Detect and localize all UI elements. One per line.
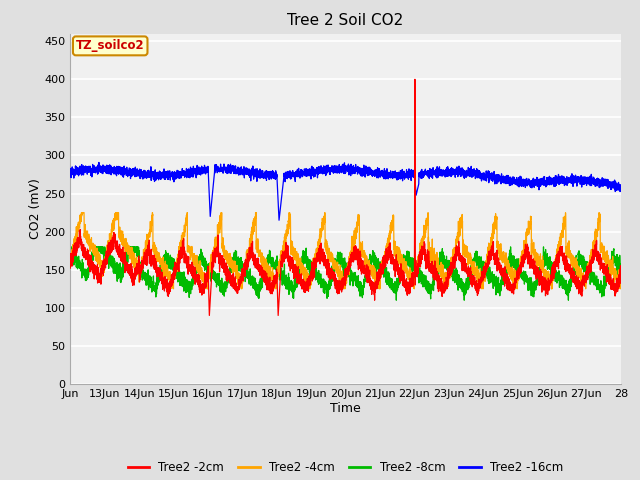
Legend: Tree2 -2cm, Tree2 -4cm, Tree2 -8cm, Tree2 -16cm: Tree2 -2cm, Tree2 -4cm, Tree2 -8cm, Tree… — [123, 456, 568, 479]
Title: Tree 2 Soil CO2: Tree 2 Soil CO2 — [287, 13, 404, 28]
Y-axis label: CO2 (mV): CO2 (mV) — [29, 179, 42, 239]
Text: TZ_soilco2: TZ_soilco2 — [76, 39, 145, 52]
X-axis label: Time: Time — [330, 402, 361, 415]
